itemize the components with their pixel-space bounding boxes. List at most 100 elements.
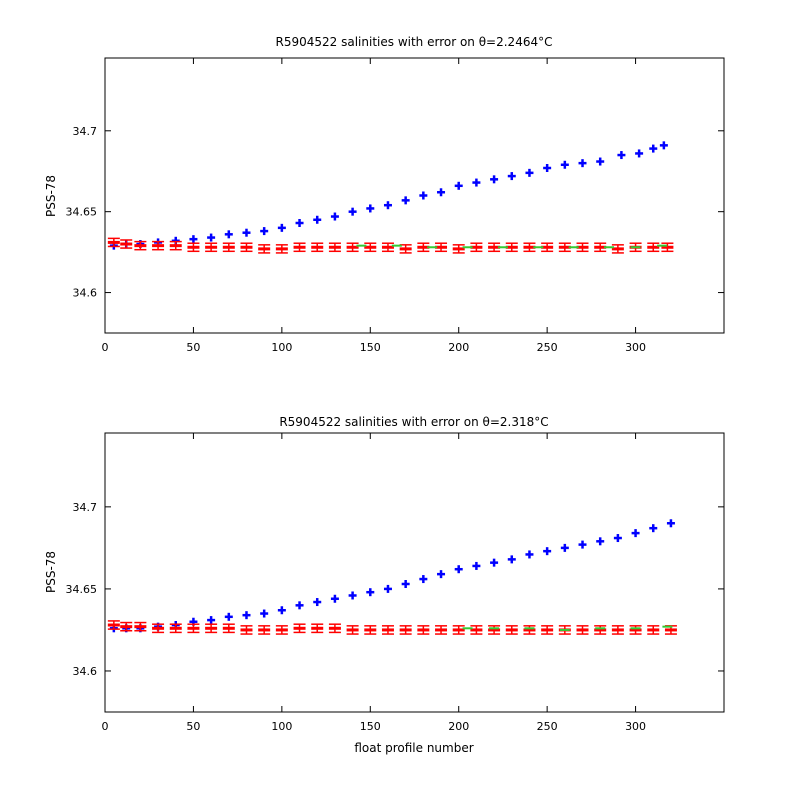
error-bar — [346, 625, 359, 635]
error-bar — [275, 625, 288, 635]
salinity-point — [659, 141, 668, 150]
error-bar — [311, 623, 324, 634]
error-bar — [152, 623, 165, 634]
salinity-point — [635, 149, 644, 158]
top-plot-frame — [104, 57, 725, 334]
error-bar — [134, 240, 147, 251]
error-bar — [346, 242, 359, 253]
error-bar — [107, 237, 120, 248]
salinity-point — [525, 550, 534, 559]
error-bar — [594, 625, 607, 635]
error-bar — [611, 625, 624, 635]
salinity-point — [437, 188, 446, 197]
salinity-point — [330, 212, 339, 221]
error-bar — [152, 240, 165, 251]
error-bar — [576, 625, 589, 635]
error-bar — [381, 625, 394, 635]
error-bar — [293, 242, 306, 253]
salinity-point — [543, 547, 552, 556]
error-bar — [293, 623, 306, 634]
error-bar — [187, 623, 200, 634]
salinity-point — [454, 181, 463, 190]
y-tick-label: 34.65 — [66, 206, 98, 219]
bottom-data-marks — [107, 519, 677, 635]
salinity-point — [578, 540, 587, 549]
salinity-point — [437, 570, 446, 579]
bottom-y-axis-label: PSS-78 — [44, 551, 58, 593]
salinity-point — [454, 565, 463, 574]
salinity-point — [330, 594, 339, 603]
error-bar — [328, 623, 341, 634]
y-tick-label: 34.6 — [73, 665, 98, 678]
salinity-point — [277, 606, 286, 615]
error-bar — [381, 242, 394, 253]
salinity-point — [525, 168, 534, 177]
error-bar — [258, 244, 271, 254]
salinity-point — [260, 227, 269, 236]
bottom-chart-title: R5904522 salinities with error on θ=2.31… — [279, 415, 548, 429]
salinity-point — [490, 558, 499, 567]
salinity-point — [348, 207, 357, 216]
salinity-point — [472, 178, 481, 187]
error-bar — [541, 242, 554, 253]
salinity-point — [224, 612, 233, 621]
salinity-point — [613, 534, 622, 543]
error-bar — [205, 242, 218, 253]
bottom-plot-frame — [104, 432, 725, 713]
x-tick-label: 0 — [102, 720, 109, 733]
error-bar — [417, 625, 430, 635]
salinity-point — [596, 157, 605, 166]
salinity-point — [313, 215, 322, 224]
y-tick-label: 34.65 — [66, 583, 98, 596]
error-bar — [364, 242, 377, 253]
error-bar — [364, 625, 377, 635]
error-bar — [275, 244, 288, 254]
salinity-point — [348, 591, 357, 600]
error-bar — [541, 625, 554, 635]
salinity-point — [472, 561, 481, 570]
error-bar — [120, 239, 133, 249]
error-bar — [134, 621, 147, 632]
salinity-point — [578, 159, 587, 168]
salinity-point — [189, 235, 198, 244]
salinity-point — [419, 575, 428, 584]
salinity-point — [490, 175, 499, 184]
x-tick-label: 200 — [448, 720, 469, 733]
bottom-x-axis-label: float profile number — [354, 741, 473, 755]
salinity-point — [507, 555, 516, 564]
bottom-panel: R5904522 salinities with error on θ=2.31… — [44, 415, 725, 755]
x-tick-label: 200 — [448, 341, 469, 354]
error-bar — [240, 242, 253, 253]
error-bar — [629, 625, 642, 635]
x-tick-label: 300 — [625, 341, 646, 354]
error-bar — [169, 623, 182, 634]
x-tick-label: 100 — [271, 720, 292, 733]
error-bar — [120, 621, 133, 632]
y-tick-label: 34.7 — [73, 501, 98, 514]
salinity-point — [560, 543, 569, 552]
error-bar — [523, 625, 536, 635]
salinity-point — [313, 598, 322, 607]
salinity-point — [295, 219, 304, 227]
x-tick-label: 250 — [537, 341, 558, 354]
salinity-point — [383, 584, 392, 593]
salinity-point — [401, 579, 410, 588]
x-tick-label: 250 — [537, 720, 558, 733]
error-bar — [240, 625, 253, 635]
error-bar — [647, 625, 660, 635]
error-bar — [611, 244, 624, 254]
error-bar — [505, 625, 518, 635]
error-bar — [661, 242, 674, 253]
salinity-point — [366, 588, 375, 597]
x-tick-label: 300 — [625, 720, 646, 733]
salinity-point — [207, 233, 216, 242]
x-tick-label: 150 — [360, 720, 381, 733]
bottom-axis-ticks: 0 50 100 150 200 250 300 34.6 34.65 34.7 — [66, 433, 724, 733]
top-panel: R5904522 salinities with error on θ=2.24… — [44, 35, 725, 354]
error-bar — [452, 625, 465, 635]
top-chart-title: R5904522 salinities with error on θ=2.24… — [276, 35, 553, 49]
salinity-point — [666, 519, 675, 528]
error-bar — [107, 620, 120, 630]
error-bar — [647, 242, 660, 253]
salinity-point — [260, 609, 269, 618]
